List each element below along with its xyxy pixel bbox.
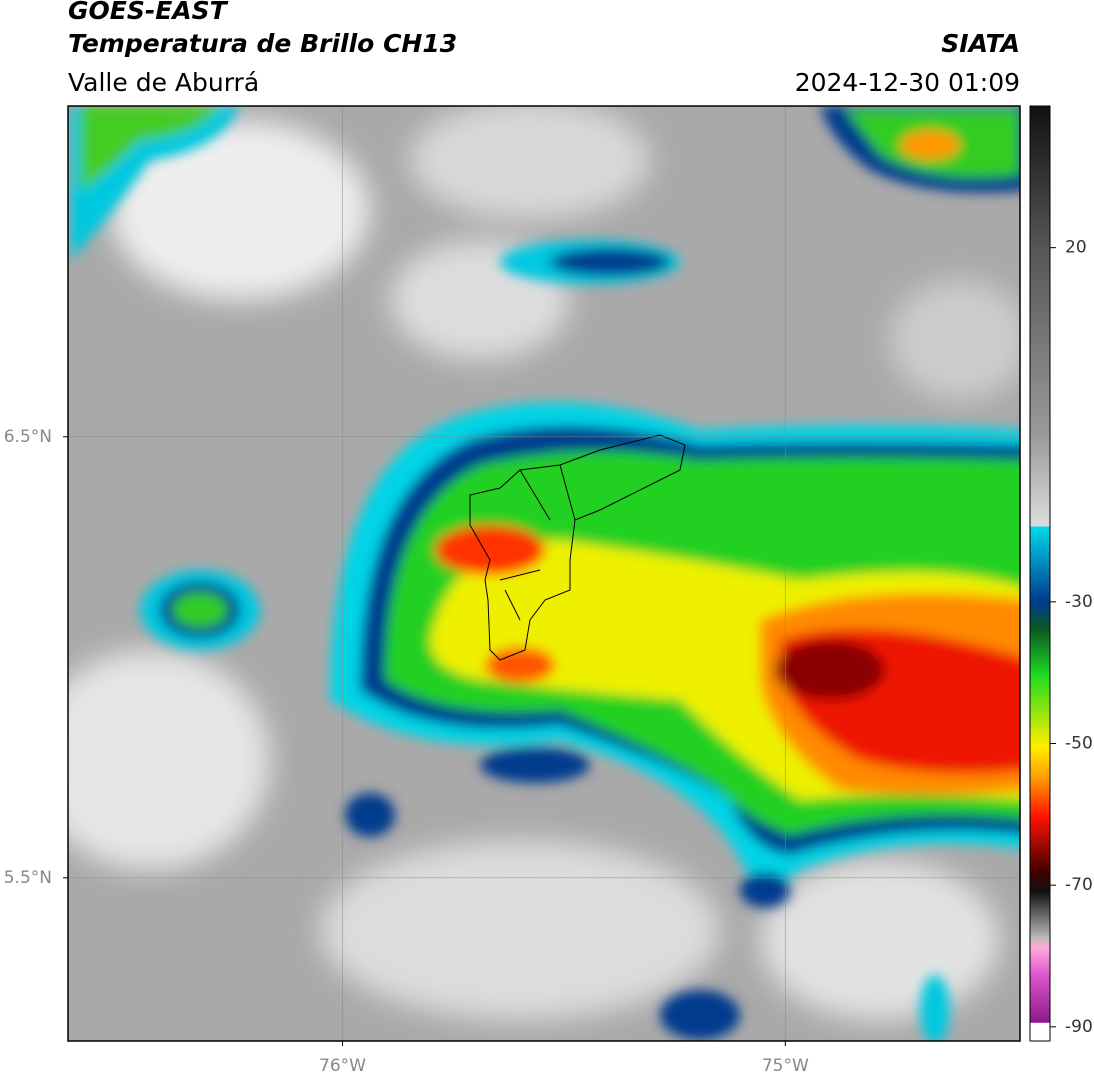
y-tick-label: 6.5°N	[4, 427, 52, 447]
x-tick-label: 76°W	[319, 1056, 366, 1076]
region: Valle de Aburrá	[68, 68, 259, 97]
subtitle: Temperatura de Brillo CH13	[68, 29, 457, 58]
y-tick-label: 5.5°N	[4, 868, 52, 888]
map-frame	[67, 105, 1021, 1042]
colorbar-tick-label: 20	[1065, 238, 1087, 258]
colorbar-tick-label: -70	[1065, 875, 1093, 895]
title: GOES-EAST	[68, 0, 229, 25]
colorbar-tick-label: -30	[1065, 592, 1093, 612]
x-tick-label: 75°W	[762, 1056, 809, 1076]
colorbar	[1029, 105, 1051, 1042]
datetime: 2024-12-30 01:09	[795, 68, 1020, 97]
graticule	[68, 106, 1020, 1041]
colorbar-tick-label: -90	[1065, 1017, 1093, 1037]
source: SIATA	[941, 29, 1020, 58]
satellite-image	[68, 106, 1020, 1041]
colorbar-tick-label: -50	[1065, 734, 1093, 754]
